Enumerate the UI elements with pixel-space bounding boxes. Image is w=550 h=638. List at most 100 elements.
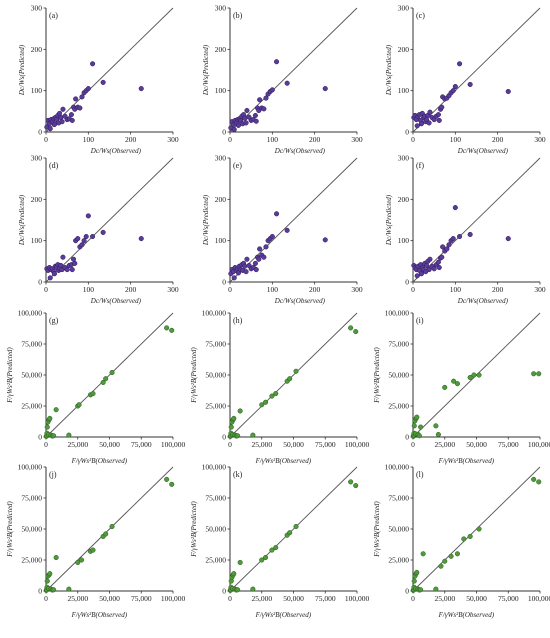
data-point xyxy=(274,59,280,65)
x-tick-label: 300 xyxy=(534,135,546,144)
data-point xyxy=(244,107,250,114)
data-point xyxy=(242,115,248,121)
x-axis-label: Dc/Ws(Observed) xyxy=(457,297,509,305)
panel-label: (g) xyxy=(49,316,59,325)
data-point xyxy=(66,432,72,438)
data-point xyxy=(269,547,275,553)
x-tick-label: 25,000 xyxy=(251,440,272,449)
data-point xyxy=(467,533,473,539)
y-tick-label: 25,000 xyxy=(388,402,409,411)
panel-label: (h) xyxy=(233,316,243,325)
x-tick-label: 200 xyxy=(492,135,504,144)
y-tick-label: 25,000 xyxy=(388,556,409,565)
data-point xyxy=(77,105,83,111)
x-tick-label: 100,000 xyxy=(161,440,186,449)
data-point xyxy=(47,126,53,132)
data-point xyxy=(411,423,417,429)
data-point xyxy=(414,569,420,575)
x-tick-label: 200 xyxy=(309,285,321,294)
data-point xyxy=(476,372,482,378)
data-point xyxy=(53,407,59,413)
x-tick-label: 75,000 xyxy=(131,440,152,449)
data-point xyxy=(431,266,437,272)
data-point xyxy=(273,545,279,551)
y-tick-label: 100,000 xyxy=(202,463,227,472)
data-point xyxy=(442,558,448,564)
data-point xyxy=(231,275,237,281)
x-tick-label: 100 xyxy=(267,135,279,144)
data-point xyxy=(47,571,53,577)
x-tick-label: 100 xyxy=(267,285,279,294)
y-tick-label: 0 xyxy=(222,278,226,287)
x-tick-label: 0 xyxy=(228,135,232,144)
data-point xyxy=(448,553,454,559)
data-point xyxy=(164,325,170,331)
data-point xyxy=(59,119,65,125)
x-tick-label: 100,000 xyxy=(528,440,550,449)
data-point xyxy=(85,86,91,92)
x-tick-label: 100,000 xyxy=(345,440,370,449)
data-point xyxy=(348,479,354,485)
data-point xyxy=(435,431,441,438)
data-point xyxy=(68,112,74,118)
x-tick-label: 0 xyxy=(228,285,232,294)
x-tick-label: 50,000 xyxy=(283,440,304,449)
data-point xyxy=(467,231,473,238)
data-point xyxy=(531,476,537,482)
data-point xyxy=(461,536,467,542)
data-point xyxy=(75,236,81,242)
x-tick-label: 0 xyxy=(228,594,232,603)
x-tick-label: 100 xyxy=(83,135,95,144)
x-tick-label: 300 xyxy=(167,285,179,294)
y-tick-label: 200 xyxy=(398,195,410,204)
data-point xyxy=(452,83,458,90)
data-point xyxy=(237,559,243,566)
y-tick-label: 75,000 xyxy=(205,340,226,349)
data-point xyxy=(250,432,256,438)
x-tick-label: 200 xyxy=(492,285,504,294)
y-tick-label: 100 xyxy=(398,236,410,245)
y-tick-label: 0 xyxy=(38,433,42,442)
x-tick-label: 100 xyxy=(450,285,462,294)
data-point xyxy=(433,423,439,429)
data-point xyxy=(322,237,328,243)
data-point xyxy=(452,205,458,211)
y-axis-label: Dc/Ws(Predicted) xyxy=(18,194,26,246)
reference-line xyxy=(45,312,174,438)
data-point xyxy=(450,236,456,242)
data-point xyxy=(243,269,249,275)
data-point xyxy=(76,402,82,408)
x-tick-label: 25,000 xyxy=(434,594,455,603)
panel-label: (a) xyxy=(49,11,58,20)
data-point xyxy=(454,551,461,557)
data-point xyxy=(253,118,259,124)
y-tick-label: 50,000 xyxy=(205,371,226,380)
x-tick-label: 0 xyxy=(411,135,415,144)
data-point xyxy=(263,399,269,405)
y-tick-label: 100,000 xyxy=(202,309,227,318)
data-point xyxy=(440,244,446,250)
reference-line xyxy=(229,7,358,133)
data-point xyxy=(256,256,262,262)
y-tick-label: 0 xyxy=(405,278,409,287)
y-tick-label: 300 xyxy=(398,154,410,163)
x-axis-label: F/γWs²B(Observed) xyxy=(71,457,128,465)
y-tick-label: 75,000 xyxy=(388,340,409,349)
panel-i: 0 25,000 50,000 75,000 100,000 0 25,000 50,000 7… xyxy=(373,309,550,466)
data-point xyxy=(250,586,256,592)
y-axis-label: F/γWs²B(Predicted) xyxy=(190,501,198,558)
y-tick-label: 25,000 xyxy=(21,556,42,565)
y-axis-label: F/γWs²B(Predicted) xyxy=(373,501,381,558)
reference-line xyxy=(229,312,358,438)
reference-line xyxy=(45,466,174,592)
y-axis-label: F/γWs²B(Predicted) xyxy=(6,347,14,404)
data-point xyxy=(257,246,263,252)
y-axis-label: Dc/Ws(Predicted) xyxy=(385,194,393,246)
data-point xyxy=(439,254,445,260)
data-point xyxy=(47,275,53,281)
data-point xyxy=(44,578,50,584)
x-tick-label: 0 xyxy=(44,285,48,294)
x-tick-label: 75,000 xyxy=(131,594,152,603)
data-point xyxy=(100,79,106,85)
x-tick-label: 100,000 xyxy=(345,594,370,603)
